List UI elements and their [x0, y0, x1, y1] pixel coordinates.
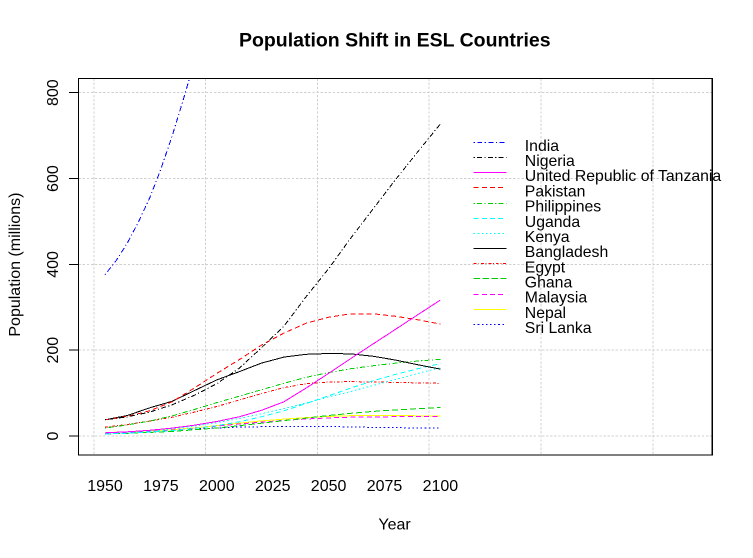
- svg-text:2100: 2100: [423, 478, 459, 495]
- svg-text:600: 600: [45, 165, 62, 192]
- svg-text:Malaysia: Malaysia: [525, 290, 588, 307]
- svg-text:2025: 2025: [255, 478, 291, 495]
- svg-text:Uganda: Uganda: [525, 214, 581, 231]
- svg-text:0: 0: [45, 432, 62, 441]
- svg-text:India: India: [525, 138, 559, 155]
- svg-text:Pakistan: Pakistan: [525, 183, 586, 200]
- svg-text:Year: Year: [378, 517, 411, 534]
- svg-text:1975: 1975: [143, 478, 179, 495]
- svg-text:Philippines: Philippines: [525, 199, 602, 216]
- svg-text:Egypt: Egypt: [525, 259, 566, 276]
- svg-text:800: 800: [45, 79, 62, 106]
- svg-text:2075: 2075: [367, 478, 403, 495]
- svg-text:200: 200: [45, 337, 62, 364]
- svg-text:Ghana: Ghana: [525, 274, 573, 291]
- svg-text:Nigeria: Nigeria: [525, 153, 575, 170]
- svg-text:400: 400: [45, 251, 62, 278]
- svg-text:United Republic of Tanzania: United Republic of Tanzania: [525, 168, 722, 185]
- svg-text:Population (millions): Population (millions): [7, 193, 24, 337]
- svg-text:Sri Lanka: Sri Lanka: [525, 320, 592, 337]
- svg-text:2050: 2050: [311, 478, 347, 495]
- svg-text:Bangladesh: Bangladesh: [525, 244, 608, 261]
- svg-text:Nepal: Nepal: [525, 305, 566, 322]
- svg-text:1950: 1950: [87, 478, 123, 495]
- svg-text:Kenya: Kenya: [525, 229, 570, 246]
- svg-text:2000: 2000: [199, 478, 235, 495]
- svg-text:Population Shift in ESL Countr: Population Shift in ESL Countries: [239, 29, 551, 51]
